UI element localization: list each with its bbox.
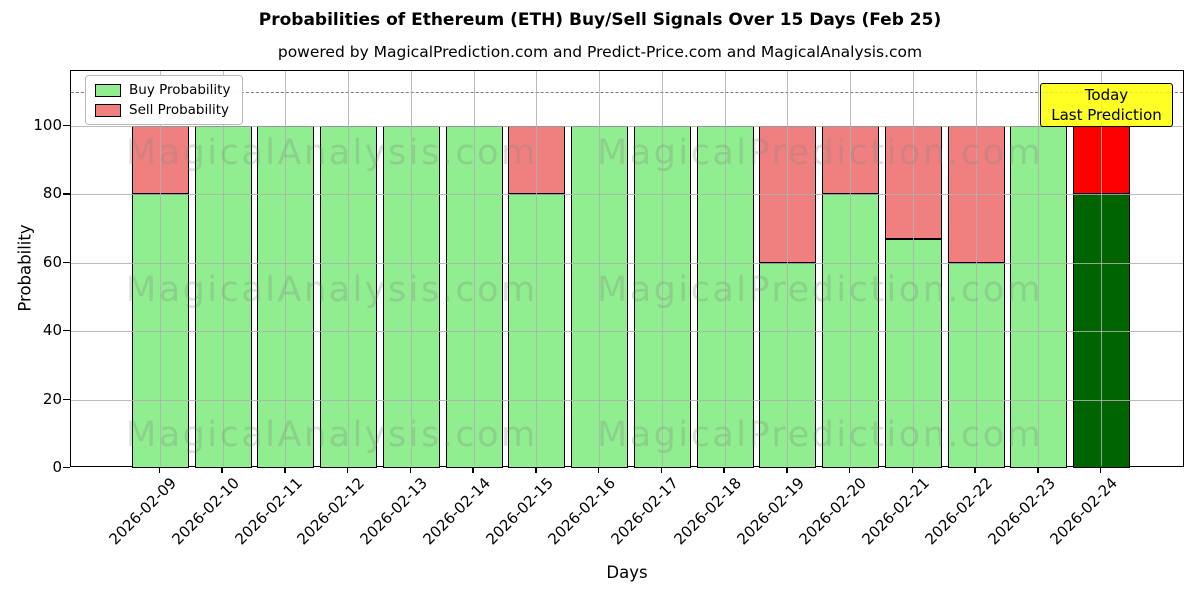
legend-swatch	[95, 83, 121, 97]
x-tick-mark	[660, 467, 663, 473]
x-tick-label: 2026-02-14	[419, 474, 494, 549]
x-tick-mark	[284, 467, 286, 473]
x-gridline	[285, 71, 287, 466]
y-tick-label: 40	[42, 321, 62, 340]
x-gridline	[536, 71, 538, 466]
x-tick-label: 2026-02-09	[105, 474, 181, 549]
y-gridline	[71, 262, 1183, 264]
y-tick-mark	[63, 124, 70, 127]
legend: Buy Probability Sell Probability	[85, 75, 244, 125]
x-tick-mark	[221, 467, 223, 473]
legend-label: Sell Probability	[129, 102, 230, 118]
annotation-line-2: Last Prediction	[1051, 106, 1162, 124]
y-gridline	[71, 331, 1183, 333]
chart-title: Probabilities of Ethereum (ETH) Buy/Sell…	[258, 10, 942, 30]
x-tick-mark	[786, 467, 788, 473]
x-tick-label: 2026-02-10	[168, 474, 243, 549]
legend-swatch	[95, 103, 121, 117]
x-axis-label: Days	[606, 563, 648, 582]
x-tick-mark	[974, 467, 976, 473]
x-tick-mark	[346, 467, 349, 473]
x-gridline	[599, 71, 601, 466]
legend-item: Buy Probability	[95, 83, 230, 97]
x-tick-mark	[848, 467, 851, 473]
x-tick-label: 2026-02-17	[607, 474, 683, 549]
y-tick-mark	[63, 330, 70, 332]
legend-item: Sell Probability	[95, 103, 230, 117]
y-tick-mark	[63, 467, 70, 469]
x-tick-mark	[1037, 467, 1039, 473]
x-tick-mark	[158, 467, 161, 473]
plot-area	[70, 70, 1184, 468]
x-tick-mark	[409, 467, 412, 473]
x-tick-label: 2026-02-21	[858, 474, 934, 549]
x-gridline	[159, 71, 161, 466]
x-gridline	[1101, 71, 1103, 466]
x-tick-mark	[597, 467, 600, 473]
x-gridline	[912, 71, 914, 466]
x-tick-mark	[472, 467, 474, 473]
x-gridline	[661, 71, 663, 466]
annotation-line-1: Today	[1084, 86, 1129, 104]
x-gridline	[724, 71, 726, 466]
x-tick-label: 2026-02-22	[921, 474, 996, 549]
x-gridline	[222, 71, 224, 466]
x-gridline	[850, 71, 852, 466]
x-gridline	[975, 71, 977, 466]
y-gridline	[71, 125, 1183, 127]
y-gridline	[71, 399, 1183, 401]
y-tick-label: 20	[42, 389, 62, 408]
chart-subtitle: powered by MagicalPrediction.com and Pre…	[277, 43, 923, 61]
y-tick-mark	[63, 398, 70, 400]
legend-label: Buy Probability	[129, 82, 231, 98]
y-tick-label: 60	[42, 252, 62, 271]
x-gridline	[473, 71, 475, 466]
x-tick-label: 2026-02-18	[670, 474, 745, 549]
x-gridline	[410, 71, 412, 466]
y-tick-mark	[63, 193, 70, 195]
x-tick-mark	[1099, 467, 1102, 473]
y-tick-label: 0	[52, 458, 62, 476]
x-gridline	[1038, 71, 1040, 466]
y-tick-label: 100	[33, 115, 62, 134]
y-tick-mark	[63, 261, 70, 263]
today-annotation: Today Last Prediction	[1040, 83, 1173, 127]
y-tick-label: 80	[42, 184, 62, 203]
x-tick-mark	[535, 467, 537, 473]
x-tick-label: 2026-02-13	[356, 474, 432, 549]
x-gridline	[787, 71, 789, 466]
x-gridline	[348, 71, 350, 466]
x-tick-mark	[723, 467, 725, 473]
y-gridline	[71, 194, 1183, 196]
dashed-threshold-line	[71, 91, 1183, 93]
x-tick-mark	[911, 467, 914, 473]
